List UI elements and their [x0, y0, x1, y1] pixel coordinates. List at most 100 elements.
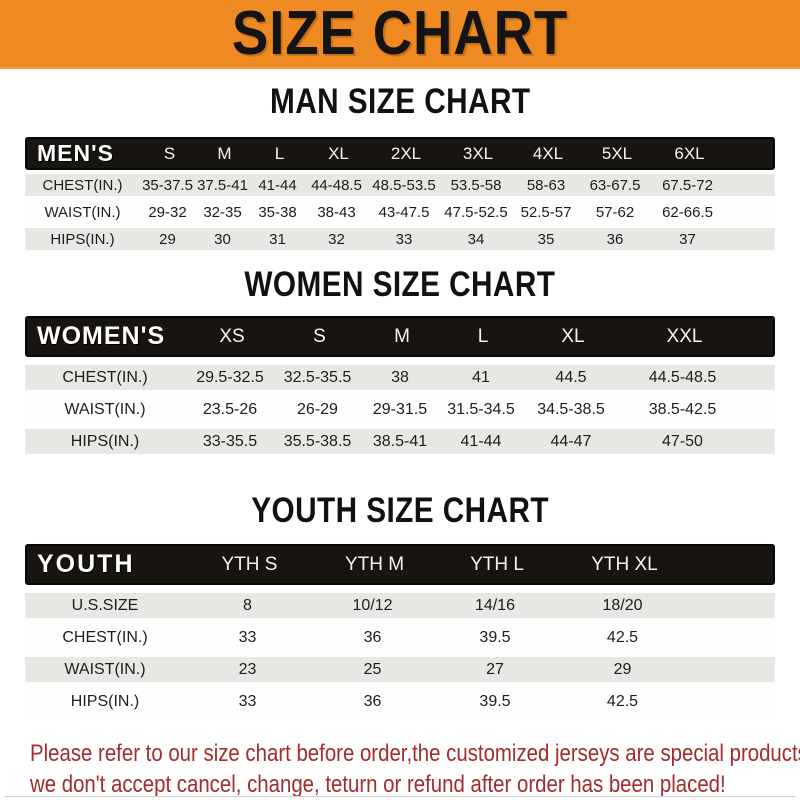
column-header: L	[477, 325, 489, 347]
table-header-row: MEN'S S M L XL 2XL 3XL 4XL 5XL 6XL	[25, 137, 775, 170]
table-cell: 32.5-35.5	[283, 368, 352, 386]
section-youth: YOUTH SIZE CHART YOUTH YTH S YTH M YTH L YTH …	[0, 492, 800, 714]
table-cell: 23.5-26	[202, 400, 258, 418]
section-heading-youth: YOUTH SIZE CHART	[0, 492, 800, 530]
table-cell: 39.5	[479, 692, 511, 710]
table-header-row: YOUTH YTH S YTH M YTH L YTH XL	[25, 544, 775, 585]
bottom-divider	[4, 796, 796, 797]
row-label: HIPS(IN.)	[70, 432, 140, 450]
table-cell: 38	[391, 368, 409, 386]
table-title-cell: YOUTH	[37, 550, 135, 578]
table-cell: 8	[243, 596, 252, 614]
table-cell: 43-47.5	[378, 203, 430, 221]
footer-line-1: Please refer to our size chart before or…	[30, 738, 800, 769]
section-heading-text: YOUTH SIZE CHART	[251, 491, 549, 530]
table-cell: 33	[238, 628, 257, 646]
table-cell: 44.5	[555, 368, 587, 386]
row-label: HIPS(IN.)	[50, 230, 115, 248]
table-cell: 29-32	[148, 203, 187, 221]
table-cell: 57-62	[595, 203, 635, 221]
row-label: HIPS(IN.)	[70, 692, 140, 710]
table-cell: 52.5-57	[520, 203, 572, 221]
table-cell: 38.5-41	[372, 432, 428, 450]
table-cell: 33	[238, 692, 257, 710]
banner: SIZE CHART	[0, 0, 800, 69]
table-cell: 42.5	[606, 628, 639, 646]
column-header: 6XL	[674, 143, 705, 163]
table-cell: 26-29	[297, 400, 338, 418]
table-cell: 23	[238, 660, 257, 678]
table-cell: 63-67.5	[589, 176, 641, 194]
table-cell: 33	[395, 230, 413, 248]
table-cell: 27	[486, 660, 504, 678]
table-cell: 35	[537, 230, 555, 248]
table-cell: 36	[363, 628, 382, 646]
size-chart-sections: MAN SIZE CHART MEN'S S M L XL 2XL 3XL 4XL 5XL 6XL C…	[0, 69, 800, 714]
banner-title: SIZE CHART	[231, 0, 569, 68]
table-row: WAIST(IN.) 23.5-26 26-29 29-31.5 31.5-34.5 34…	[25, 397, 775, 422]
column-header: 5XL	[601, 143, 633, 163]
section-heading-women: WOMEN SIZE CHART	[0, 266, 800, 304]
row-label: WAIST(IN.)	[64, 660, 146, 678]
women-size-table: WOMEN'S XS S M L XL XXL CHEST(IN.) 29.5-32.5 32.5…	[25, 316, 775, 454]
column-header: YTH L	[470, 553, 524, 575]
section-women: WOMEN SIZE CHART WOMEN'S XS S M L XL XXL CHEST(I…	[0, 266, 800, 454]
row-label: U.S.SIZE	[71, 596, 139, 614]
table-row: WAIST(IN.) 23 25 27 29	[25, 657, 775, 682]
table-cell: 29.5-32.5	[196, 368, 264, 386]
row-label: CHEST(IN.)	[62, 368, 148, 386]
table-cell: 44.5-48.5	[648, 368, 717, 386]
column-header: M	[217, 143, 232, 163]
table-cell: 31.5-34.5	[447, 400, 515, 418]
table-cell: 67.5-72	[662, 176, 713, 194]
column-header: M	[394, 325, 410, 347]
table-cell: 34	[467, 230, 485, 248]
table-row: WAIST(IN.) 29-32 32-35 35-38 38-43 43-47.5 47.…	[25, 201, 775, 223]
table-cell: 48.5-53.5	[372, 176, 436, 194]
table-cell: 37.5-41	[197, 176, 248, 194]
table-header-row: WOMEN'S XS S M L XL XXL	[25, 316, 775, 357]
table-cell: 44-48.5	[311, 176, 362, 194]
footer-line-2-text: we don't accept cancel, change, teturn o…	[30, 771, 726, 798]
table-cell: 41-44	[258, 176, 297, 194]
table-cell: 14/16	[474, 596, 516, 614]
table-cell: 30	[214, 230, 231, 248]
table-cell: 37	[679, 230, 696, 248]
table-cell: 25	[363, 660, 382, 678]
table-cell: 47-50	[662, 432, 703, 450]
column-header: XL	[328, 143, 349, 163]
column-header: YTH S	[221, 553, 278, 575]
table-cell: 18/20	[602, 596, 643, 614]
column-header: 2XL	[390, 143, 422, 163]
column-header: XS	[219, 325, 245, 347]
men-size-table: MEN'S S M L XL 2XL 3XL 4XL 5XL 6XL CHEST(IN.) 35-37…	[25, 137, 775, 250]
table-row: U.S.SIZE 8 10/12 14/16 18/20	[25, 593, 775, 618]
table-row: CHEST(IN.) 29.5-32.5 32.5-35.5 38 41 44.5 44.5…	[25, 365, 775, 390]
table-cell: 42.5	[606, 692, 639, 710]
table-cell: 10/12	[352, 596, 393, 614]
table-cell: 34.5-38.5	[537, 400, 605, 418]
table-cell: 39.5	[479, 628, 511, 646]
table-cell: 32	[328, 230, 345, 248]
table-cell: 35.5-38.5	[283, 432, 352, 450]
table-cell: 44-47	[550, 432, 592, 450]
table-cell: 41	[472, 368, 490, 386]
table-row: HIPS(IN.) 33 36 39.5 42.5	[25, 689, 775, 714]
row-label: WAIST(IN.)	[44, 203, 121, 221]
table-title-cell: MEN'S	[37, 140, 114, 166]
table-row: HIPS(IN.) 33-35.5 35.5-38.5 38.5-41 41-44 44-…	[25, 429, 775, 454]
table-cell: 53.5-58	[450, 176, 502, 194]
column-header: 3XL	[462, 143, 494, 163]
row-label: CHEST(IN.)	[42, 176, 123, 194]
footer-disclaimer: Please refer to our size chart before or…	[30, 738, 800, 800]
column-header: 4XL	[532, 143, 564, 163]
table-cell: 35-37.5	[142, 176, 193, 194]
section-heading-text: WOMEN SIZE CHART	[244, 265, 556, 304]
table-cell: 41-44	[460, 432, 502, 450]
table-cell: 58-63	[526, 176, 566, 194]
table-cell: 29	[613, 660, 632, 678]
table-row: HIPS(IN.) 29 30 31 32 33 34 35 36 37	[25, 228, 775, 250]
table-cell: 31	[269, 230, 286, 248]
table-cell: 38.5-42.5	[648, 400, 717, 418]
column-header: YTH M	[344, 553, 405, 575]
